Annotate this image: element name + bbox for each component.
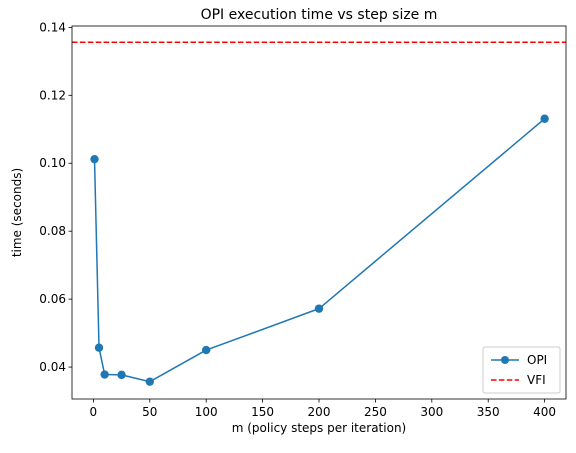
y-tick-label: 0.06: [39, 292, 66, 306]
opi-line: [93, 118, 546, 383]
opi-point: [117, 370, 126, 380]
y-axis-label: time (seconds): [10, 168, 24, 257]
y-tick-label: 0.04: [39, 360, 66, 374]
y-tick-label: 0.10: [39, 156, 66, 170]
opi-point: [94, 343, 104, 352]
x-tick-label: 400: [533, 405, 556, 419]
axes-frame: [71, 25, 567, 400]
opi-point: [90, 154, 99, 164]
opi-point: [314, 304, 324, 313]
x-tick-label: 50: [142, 405, 157, 419]
opi-point: [145, 377, 154, 386]
x-tick-label: 250: [364, 405, 387, 419]
opi-point: [100, 370, 109, 379]
legend-label-vfi: VFI: [527, 373, 546, 387]
legend-label-opi: OPI: [527, 353, 547, 367]
y-tick-label: 0.14: [39, 20, 66, 34]
x-tick-label: 100: [195, 405, 218, 419]
legend: OPI VFI: [482, 346, 561, 394]
data-layer: [72, 41, 566, 386]
opi-point: [201, 345, 211, 355]
x-tick-label: 150: [251, 405, 274, 419]
y-tick-label: 0.08: [39, 224, 66, 238]
opi-point: [540, 114, 549, 123]
legend-marker-opi: [501, 356, 509, 364]
legend-box: [482, 346, 561, 394]
plot-area: [72, 26, 566, 399]
chart-title: OPI execution time vs step size m: [201, 7, 438, 23]
axis-ticks: 0 50 100 150 200 250 300 350 400 0.04 0.06 0.08 0.10…: [39, 20, 556, 419]
x-tick-label: 0: [90, 405, 98, 419]
x-axis-label: m (policy steps per iteration): [232, 421, 406, 435]
x-tick-label: 300: [420, 405, 443, 419]
x-tick-label: 350: [477, 405, 500, 419]
x-tick-label: 200: [308, 405, 331, 419]
y-tick-label: 0.12: [39, 88, 66, 102]
